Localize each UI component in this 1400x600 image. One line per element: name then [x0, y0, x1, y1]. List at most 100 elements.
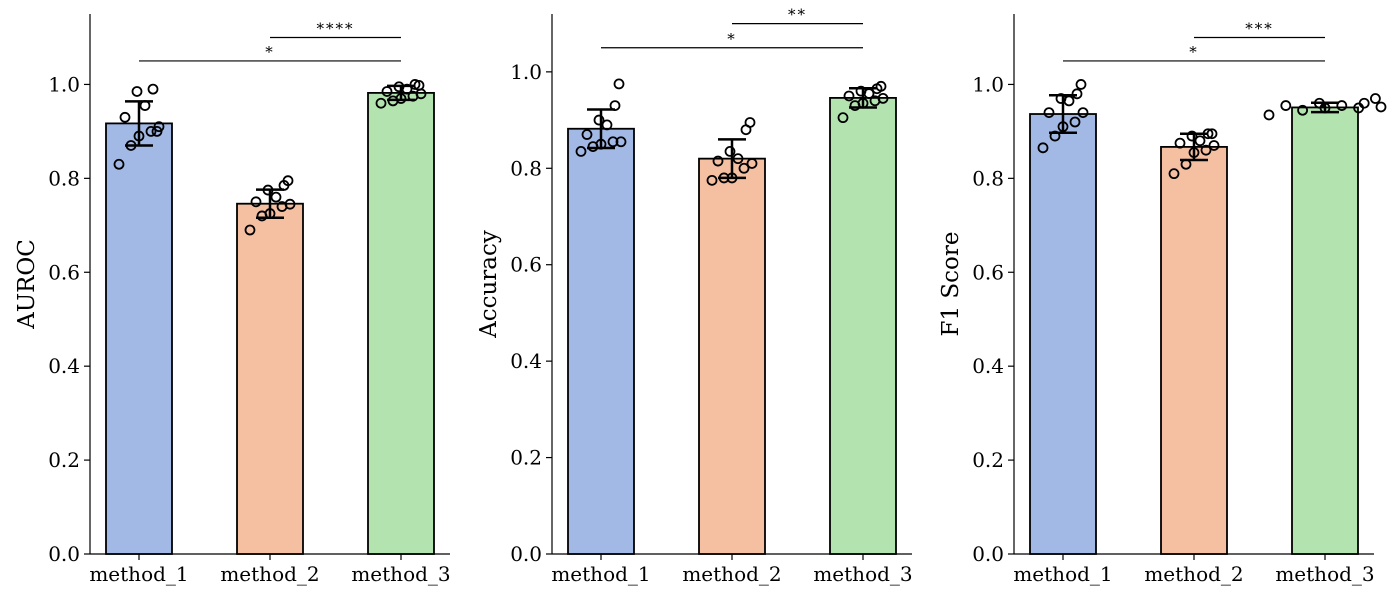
data-point [375, 97, 387, 109]
data-point [1297, 104, 1308, 116]
data-point [746, 158, 758, 169]
data-point [147, 83, 159, 95]
data-point [119, 111, 131, 123]
data-point [1057, 121, 1069, 133]
data-point [1186, 130, 1198, 142]
y-tick-label: 0.4 [48, 354, 80, 378]
bar-method_3 [829, 96, 897, 555]
data-point [875, 80, 887, 92]
data-point [706, 174, 718, 186]
data-point [270, 191, 282, 203]
y-tick-label: 1.0 [48, 72, 80, 96]
x-tick-label: method_2 [1144, 562, 1243, 586]
data-point [575, 146, 587, 157]
data-point [615, 136, 627, 148]
y-tick-label: 0.2 [510, 446, 542, 470]
significance-label: *** [1245, 19, 1274, 37]
data-point [1069, 116, 1081, 128]
x-tick-label: method_3 [813, 562, 912, 586]
data-point [1314, 97, 1325, 109]
data-point [581, 129, 593, 140]
x-tick-label: method_3 [351, 562, 450, 586]
data-point [613, 78, 625, 90]
data-point [1336, 100, 1348, 111]
data-point [1202, 128, 1214, 140]
data-point [1180, 158, 1192, 170]
data-point [113, 158, 125, 170]
data-point [1206, 128, 1218, 140]
data-point [1168, 168, 1180, 180]
y-axis-label: Accuracy [476, 230, 502, 339]
bar-method_2 [236, 202, 304, 555]
y-tick-label: 0.2 [48, 448, 80, 472]
data-point [1263, 109, 1275, 121]
data-point [1077, 107, 1089, 119]
data-point [738, 162, 750, 174]
chart-panel-1: 0.0 0.2 0.4 0.6 0.8 1.0 AUROC method_1 method_2 m… [14, 14, 451, 586]
y-tick-label: 0.4 [510, 349, 542, 373]
data-point [1200, 144, 1212, 156]
data-point [413, 79, 425, 91]
y-tick-label: 0.0 [510, 542, 542, 566]
y-tick-label: 0.2 [972, 448, 1004, 472]
significance-label: * [727, 30, 737, 48]
bar-method_2 [1160, 145, 1228, 555]
data-point [133, 130, 145, 142]
data-point [843, 90, 855, 102]
data-point [131, 86, 143, 97]
data-point [244, 224, 256, 236]
y-tick-label: 0.8 [510, 156, 542, 180]
data-point [726, 172, 738, 184]
significance-label: * [265, 43, 275, 61]
data-point [1049, 130, 1061, 142]
x-tick-label: method_1 [1013, 562, 1112, 586]
bar-method_2 [698, 157, 766, 555]
data-point [151, 125, 163, 137]
data-point [264, 208, 276, 219]
data-point [732, 153, 744, 165]
data-point [1280, 100, 1292, 111]
data-point [857, 97, 869, 109]
data-point [262, 184, 274, 196]
data-point [1358, 97, 1370, 109]
data-point [595, 138, 607, 150]
data-point [744, 117, 756, 128]
y-axis-label: AUROC [14, 239, 40, 330]
data-point [250, 196, 262, 208]
x-tick-label: method_2 [220, 562, 319, 586]
x-tick-label: method_1 [551, 562, 650, 586]
bar-method_3 [1291, 106, 1359, 555]
data-point [601, 119, 613, 131]
significance-label: * [1189, 43, 1199, 61]
data-point [855, 85, 867, 97]
x-tick-label: method_2 [682, 562, 781, 586]
data-point [1375, 101, 1387, 113]
data-point [145, 125, 157, 137]
y-tick-label: 0.8 [48, 166, 80, 190]
data-point [1174, 137, 1186, 149]
data-point [1043, 107, 1055, 119]
data-point [284, 198, 296, 210]
data-point [1055, 93, 1067, 104]
y-tick-label: 0.8 [972, 166, 1004, 190]
data-point [1370, 93, 1381, 104]
y-tick-label: 0.6 [48, 260, 80, 284]
data-point [609, 100, 621, 112]
data-point [837, 112, 849, 124]
data-point [139, 100, 151, 111]
data-point [724, 146, 736, 157]
bar-method_1 [105, 122, 173, 555]
data-point [1071, 88, 1083, 100]
data-point [1037, 142, 1049, 154]
y-tick-label: 0.6 [510, 253, 542, 277]
data-point [1194, 135, 1206, 147]
data-point [877, 92, 889, 104]
y-tick-label: 1.0 [972, 72, 1004, 96]
data-point [393, 81, 405, 93]
y-tick-label: 0.0 [972, 542, 1004, 566]
bar-method_1 [567, 127, 635, 555]
data-point [125, 140, 137, 151]
chart-panel-3: 0.0 0.2 0.4 0.6 0.8 1.0 F1 Score method_1 method… [938, 14, 1387, 586]
y-tick-label: 0.6 [972, 260, 1004, 284]
bar-method_3 [367, 91, 435, 555]
